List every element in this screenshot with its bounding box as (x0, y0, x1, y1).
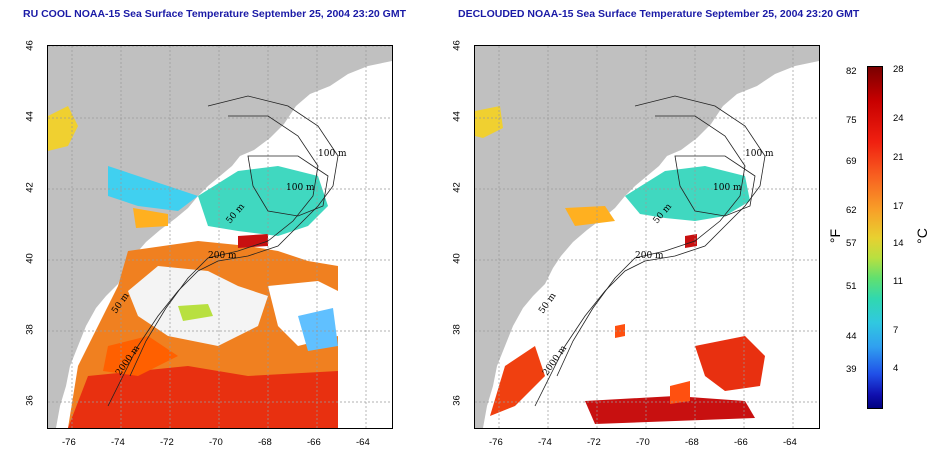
fahrenheit-tick-label: 51 (846, 281, 857, 292)
x-tick-label: -64 (783, 437, 797, 448)
fahrenheit-tick-label: 82 (846, 66, 857, 77)
contour-label: 50 m (537, 291, 559, 316)
celsius-tick-label: 14 (893, 238, 904, 249)
x-tick-label: -66 (734, 437, 748, 448)
fahrenheit-tick-label: 62 (846, 205, 857, 216)
left-map-title: RU COOL NOAA-15 Sea Surface Temperature … (23, 8, 407, 20)
y-tick-label: 46 (451, 40, 463, 51)
celsius-tick-label: 28 (893, 64, 904, 75)
contour-label: 100 m (745, 149, 774, 159)
fahrenheit-tick-label: 44 (846, 331, 857, 342)
left-map-graphic: 100 m 100 m 50 m 200 m 50 m 2000 m (48, 46, 392, 428)
celsius-unit-label: °C (913, 228, 930, 244)
contour-label: 200 m (635, 251, 664, 261)
x-tick-label: -74 (111, 437, 125, 448)
sst-patches (48, 106, 338, 428)
y-tick-label: 42 (451, 182, 463, 193)
y-tick-label: 40 (24, 253, 36, 264)
y-tick-label: 36 (451, 395, 463, 406)
y-tick-label: 42 (24, 182, 36, 193)
x-tick-label: -70 (209, 437, 223, 448)
contour-label: 200 m (208, 251, 237, 261)
depth-contours (534, 95, 766, 407)
celsius-tick-label: 17 (893, 201, 904, 212)
celsius-tick-label: 24 (893, 113, 904, 124)
fahrenheit-unit-label: °F (827, 228, 844, 244)
fahrenheit-tick-label: 69 (846, 156, 857, 167)
y-tick-label: 44 (24, 111, 36, 122)
x-tick-label: -76 (489, 437, 503, 448)
sst-patches (475, 106, 765, 424)
fahrenheit-tick-label: 57 (846, 238, 857, 249)
y-tick-label: 38 (451, 324, 463, 335)
temperature-colorbar (867, 66, 883, 409)
y-tick-label: 44 (451, 111, 463, 122)
contour-label: 2000 m (541, 344, 569, 378)
right-sst-map[interactable]: 100 m 100 m 50 m 200 m 50 m 2000 m (474, 45, 820, 429)
contour-label: 100 m (286, 183, 315, 193)
contour-label: 100 m (318, 149, 347, 159)
fahrenheit-tick-label: 75 (846, 115, 857, 126)
y-tick-label: 36 (24, 395, 36, 406)
celsius-tick-label: 21 (893, 152, 904, 163)
celsius-tick-label: 4 (893, 363, 899, 374)
land-mass (48, 46, 392, 428)
celsius-tick-label: 7 (893, 325, 899, 336)
grid-lines (48, 46, 392, 428)
celsius-tick-label: 11 (893, 276, 903, 287)
x-tick-label: -70 (636, 437, 650, 448)
right-map-graphic: 100 m 100 m 50 m 200 m 50 m 2000 m (475, 46, 819, 428)
y-tick-label: 38 (24, 324, 36, 335)
left-sst-map[interactable]: 100 m 100 m 50 m 200 m 50 m 2000 m (47, 45, 393, 429)
land-mass (475, 46, 819, 428)
y-tick-label: 46 (24, 40, 36, 51)
x-tick-label: -72 (160, 437, 174, 448)
x-tick-label: -76 (62, 437, 76, 448)
grid-lines (475, 46, 819, 428)
depth-contours (107, 95, 339, 407)
contour-label: 100 m (713, 183, 742, 193)
x-tick-label: -68 (685, 437, 699, 448)
right-map-title: DECLOUDED NOAA-15 Sea Surface Temperatur… (458, 8, 860, 20)
y-tick-label: 40 (451, 253, 463, 264)
fahrenheit-tick-label: 39 (846, 364, 857, 375)
x-tick-label: -74 (538, 437, 552, 448)
x-tick-label: -64 (356, 437, 370, 448)
x-tick-label: -66 (307, 437, 321, 448)
x-tick-label: -68 (258, 437, 272, 448)
x-tick-label: -72 (587, 437, 601, 448)
